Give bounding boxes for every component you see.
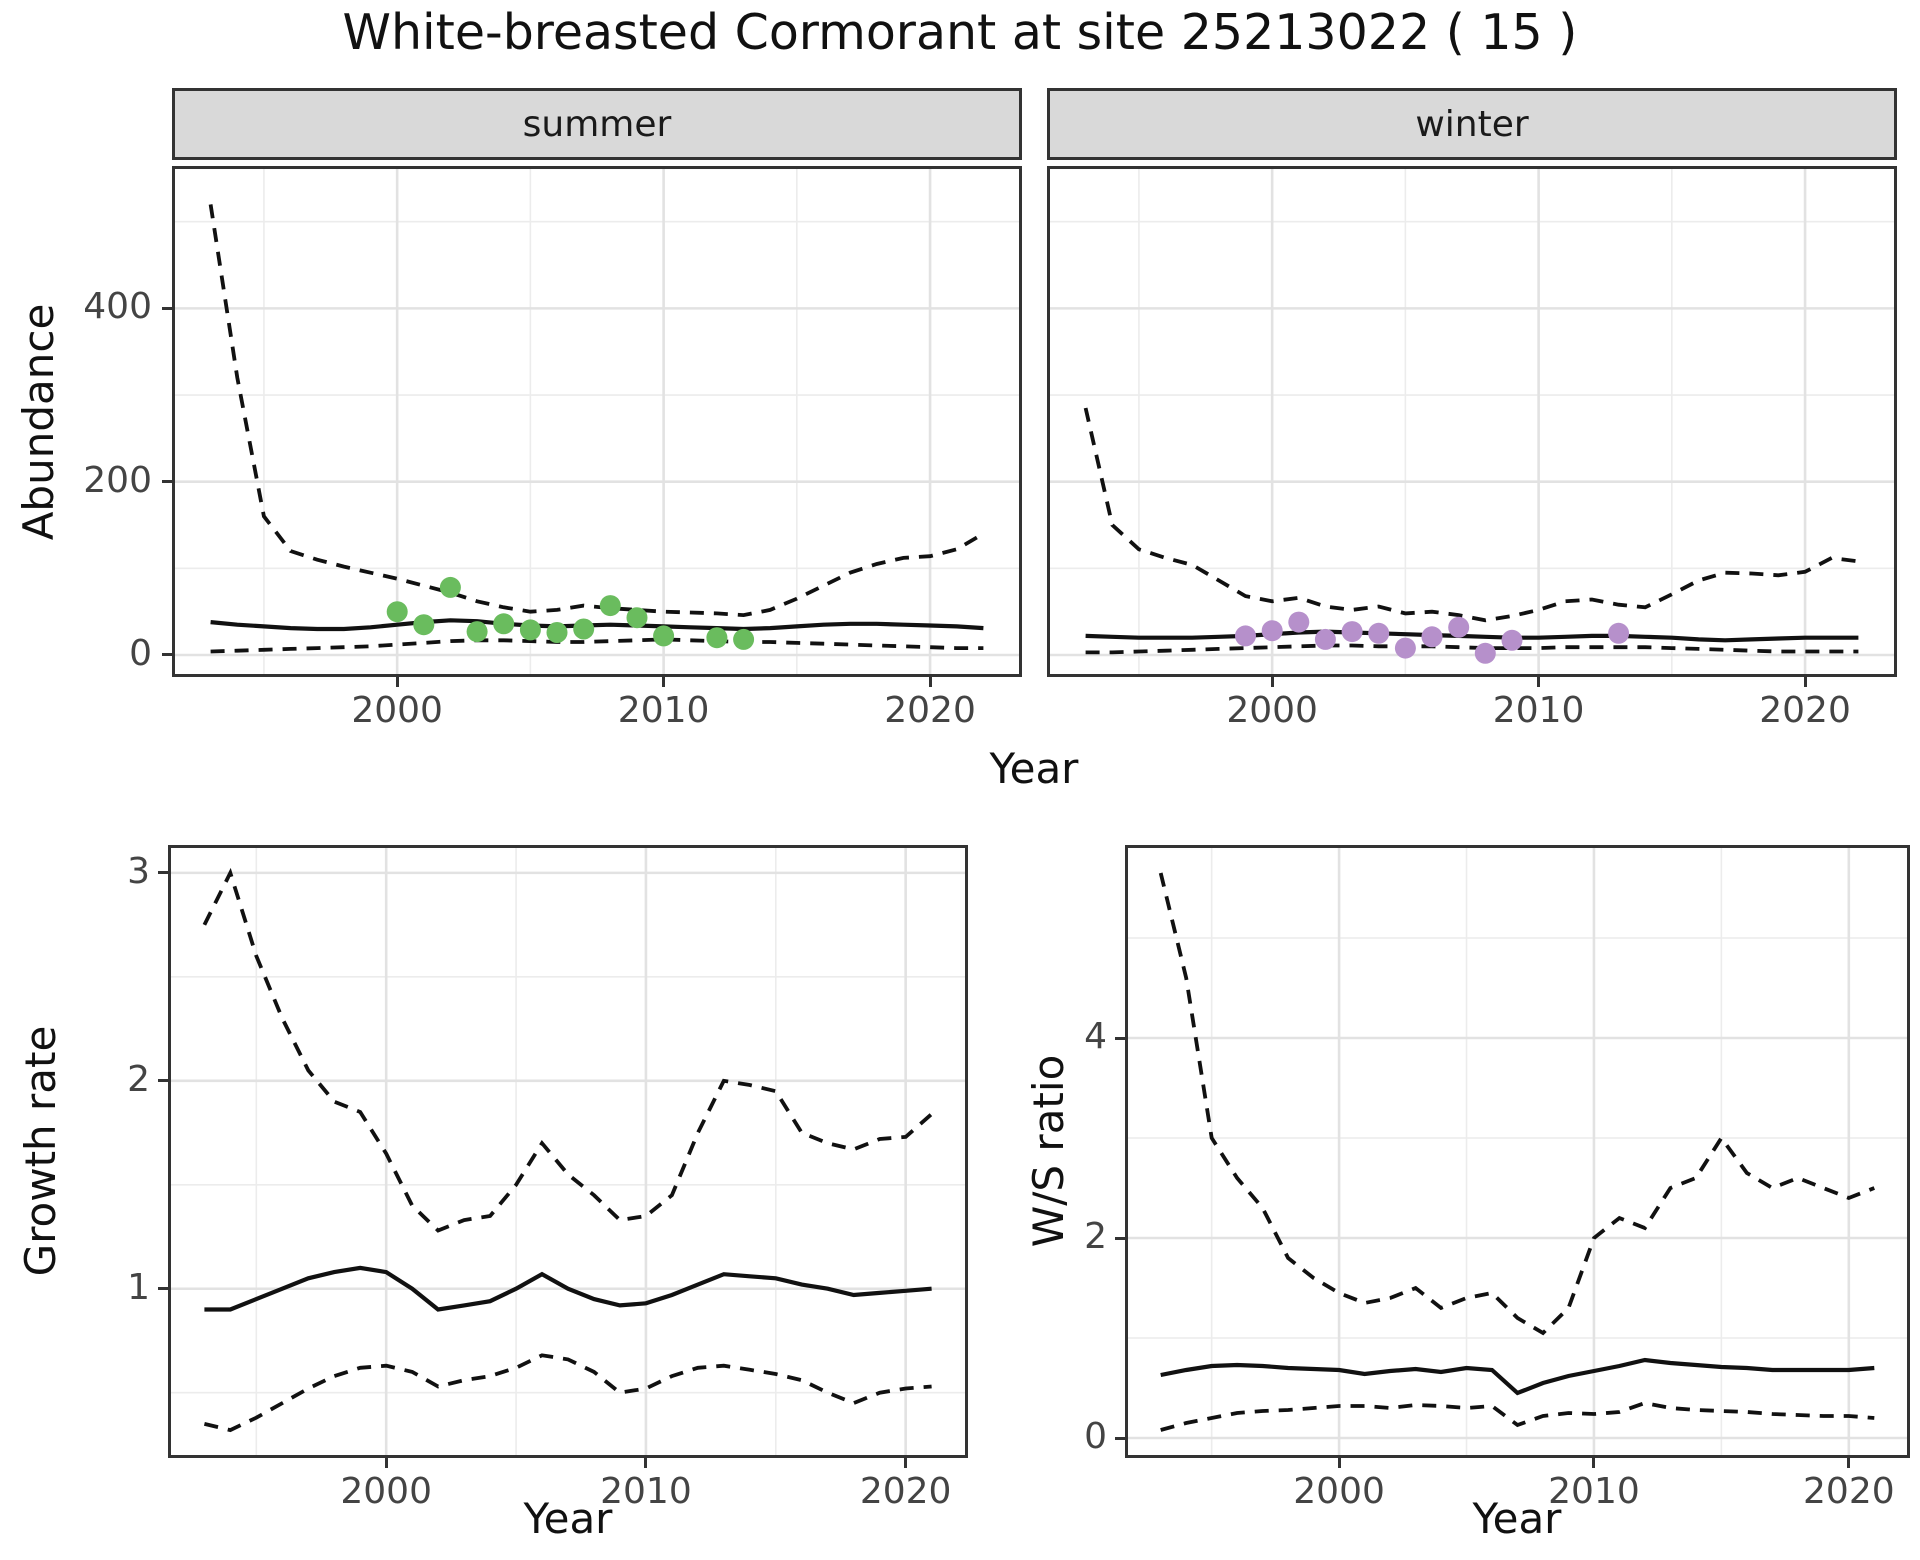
data-point <box>599 595 621 617</box>
x-tick-mark <box>1803 677 1807 687</box>
series-upper_ci <box>202 867 933 1233</box>
growth-x-axis-title: Year <box>523 1494 613 1543</box>
x-tick-label: 2000 <box>1226 690 1318 731</box>
y-tick-mark <box>158 871 168 875</box>
x-tick-label: 2020 <box>1759 690 1851 731</box>
x-tick-mark <box>1337 1458 1341 1468</box>
data-point <box>1474 642 1496 664</box>
data-point <box>493 613 515 635</box>
y-tick-mark <box>162 480 172 484</box>
x-tick-label: 2000 <box>1293 1471 1385 1512</box>
y-tick-label: 3 <box>127 850 150 892</box>
y-tick-label: 4 <box>1084 1016 1107 1057</box>
data-point <box>519 619 541 641</box>
data-point <box>1608 622 1630 644</box>
data-point <box>733 628 755 650</box>
data-point <box>1394 637 1416 659</box>
abundance-y-axis-title: Abundance <box>14 303 63 541</box>
y-tick-mark <box>158 1079 168 1083</box>
series-upper_ci <box>1083 407 1859 623</box>
data-point <box>653 625 675 647</box>
data-point <box>706 627 728 649</box>
y-tick-mark <box>1115 1236 1125 1240</box>
x-tick-label: 2010 <box>617 690 710 731</box>
series-upper_ci <box>1158 872 1875 1336</box>
data-point <box>573 618 595 640</box>
y-tick-label: 1 <box>127 1266 150 1308</box>
facet-strip-winter: winter <box>1047 88 1897 160</box>
y-tick-mark <box>158 1287 168 1291</box>
x-tick-mark <box>904 1458 908 1468</box>
y-tick-label: 2 <box>1084 1216 1107 1257</box>
series-upper_ci <box>208 204 985 618</box>
x-tick-label: 2010 <box>1548 1471 1640 1512</box>
panel-growth-rate <box>168 845 968 1458</box>
data-point <box>1341 621 1363 643</box>
x-tick-mark <box>1270 677 1274 687</box>
x-tick-label: 2020 <box>884 690 976 731</box>
y-tick-label: 0 <box>1084 1416 1107 1457</box>
page-title: White-breasted Cormorant at site 2521302… <box>342 4 1578 61</box>
data-point <box>413 614 435 636</box>
data-point <box>1501 629 1523 651</box>
x-tick-label: 2020 <box>859 1471 952 1512</box>
y-tick-label: 0 <box>129 632 152 674</box>
y-tick-label: 400 <box>83 286 152 328</box>
x-tick-label: 2000 <box>351 690 443 731</box>
facet-strip-summer-label: summer <box>522 103 672 145</box>
series-mean <box>1160 1357 1875 1396</box>
series-mean <box>204 1265 932 1312</box>
data-point <box>1314 628 1336 650</box>
x-tick-label: 2010 <box>1492 690 1585 731</box>
data-point <box>439 576 461 598</box>
y-tick-label: 2 <box>127 1058 150 1100</box>
y-tick-label: 200 <box>83 459 152 501</box>
series-lower_ci <box>210 637 984 654</box>
data-point <box>466 621 488 643</box>
panel-abundance-summer <box>172 166 1022 677</box>
panel-ws-ratio <box>1125 845 1910 1458</box>
y-tick-mark <box>1115 1436 1125 1440</box>
x-tick-mark <box>1537 677 1541 687</box>
data-point <box>546 622 568 643</box>
y-tick-mark <box>162 653 172 657</box>
x-tick-mark <box>928 677 932 687</box>
facet-strip-winter-label: winter <box>1415 103 1529 145</box>
series-lower_ci <box>1085 643 1859 655</box>
x-tick-label: 2010 <box>600 1471 692 1512</box>
ws-x-axis-title: Year <box>1472 1494 1562 1543</box>
series-lower_ci <box>203 1353 932 1433</box>
series-lower_ci <box>1160 1401 1875 1432</box>
data-point <box>1235 625 1256 647</box>
data-point <box>1261 620 1283 642</box>
x-tick-mark <box>395 677 399 687</box>
y-tick-mark <box>162 306 172 310</box>
growth-y-axis-title: Growth rate <box>16 1025 65 1277</box>
data-point <box>1421 626 1443 648</box>
x-tick-mark <box>1592 1458 1596 1468</box>
series-mean <box>1085 629 1859 643</box>
x-tick-mark <box>384 1458 388 1468</box>
facet-strip-summer: summer <box>172 88 1022 160</box>
data-point <box>1448 616 1470 638</box>
data-point <box>386 601 408 623</box>
x-tick-mark <box>662 677 666 687</box>
x-tick-mark <box>644 1458 648 1468</box>
x-tick-label: 2020 <box>1803 1471 1895 1512</box>
data-point <box>626 607 648 629</box>
x-tick-label: 2000 <box>340 1471 432 1512</box>
panel-abundance-winter <box>1047 166 1897 677</box>
series-mean <box>210 618 984 632</box>
x-tick-mark <box>1847 1458 1851 1468</box>
top-x-axis-title: Year <box>989 744 1079 793</box>
data-point <box>1288 611 1310 633</box>
data-point <box>1368 622 1390 644</box>
y-tick-mark <box>1115 1036 1125 1040</box>
